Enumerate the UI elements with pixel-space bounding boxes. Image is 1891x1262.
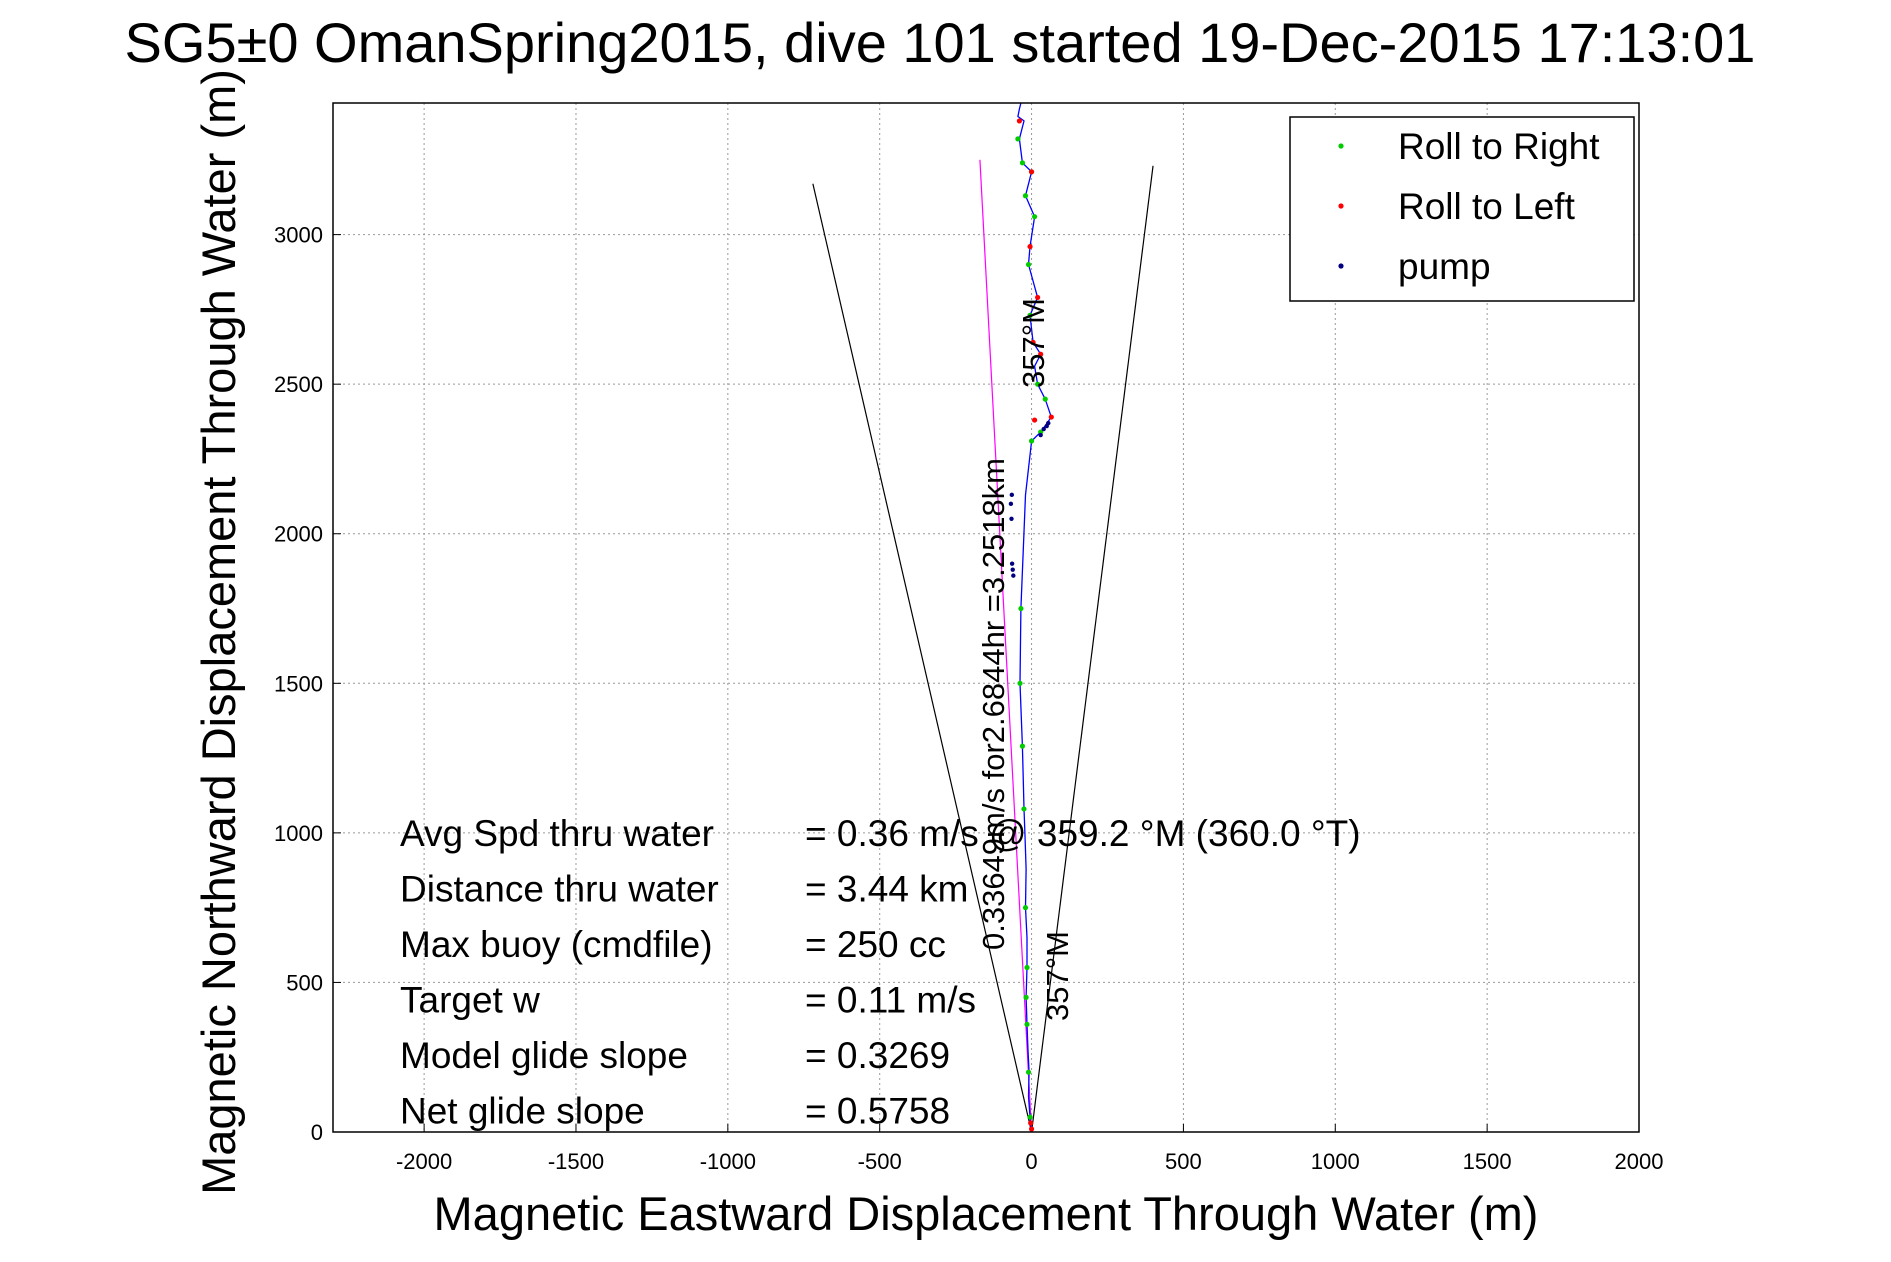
plot-frame (332, 102, 1640, 1133)
roll-right-point (1019, 743, 1026, 749)
x-tick-labels: -2000 -1500 -1000 -500 0 500 1000 1500 2000 (396, 1149, 1664, 1174)
roll-left-point (1031, 417, 1038, 423)
stat-value: = 0.11 m/s (805, 980, 976, 1021)
stat-label: Max buoy (cmdfile) (400, 924, 713, 965)
pump-point (1009, 561, 1015, 566)
y-tick-label: 1000 (274, 821, 323, 846)
bearing-line (979, 159, 1033, 1133)
legend-marker (1338, 203, 1344, 209)
x-tick-label: 2000 (1615, 1149, 1664, 1174)
roll-left-point (1038, 351, 1044, 357)
roll-left-point (1035, 294, 1041, 301)
roll-right-point (1042, 396, 1048, 402)
current-label: 0.33649m/s for2.6844hr =3.2518km (976, 458, 1011, 950)
heading-label-bottom: 357°M (1040, 931, 1075, 1021)
roll-right-point (1019, 160, 1026, 166)
y-tick-label: 1500 (274, 671, 323, 696)
roll-right-point (1031, 214, 1038, 220)
x-tick-label: -2000 (396, 1149, 452, 1174)
legend-box (1289, 116, 1635, 302)
legend-items: Roll to Right Roll to Left pump (1338, 126, 1600, 287)
y-tick-label: 2500 (274, 372, 323, 397)
pump-point (1008, 501, 1014, 507)
roll-right-point (1024, 964, 1030, 971)
roll-right-point (1027, 1114, 1033, 1120)
y-tick-label: 3000 (274, 223, 323, 248)
heading-label-top: 357°M (1016, 298, 1051, 388)
roll-left-point (1028, 1126, 1035, 1132)
roll-right-point (1024, 1021, 1030, 1027)
bearing-line (1030, 165, 1154, 1133)
stat-label: Model glide slope (400, 1035, 688, 1076)
stat-label: Target w (400, 980, 540, 1021)
y-tick-label: 0 (311, 1120, 323, 1145)
stat-value: = 3.44 km (805, 869, 969, 910)
legend-marker (1338, 263, 1344, 269)
pump-point (1011, 573, 1016, 578)
stat-value: = 0.3269 (805, 1035, 950, 1076)
roll-right-point (1022, 193, 1029, 199)
bearing-line (812, 183, 1033, 1133)
y-tick-label: 2000 (274, 522, 323, 547)
pump-point (1009, 492, 1015, 498)
roll-right-point (1027, 312, 1033, 318)
roll-left-point (1030, 339, 1036, 345)
roll-left-point (1027, 243, 1033, 250)
roll-left-point (1028, 1120, 1034, 1126)
x-tick-label: -1000 (700, 1149, 756, 1174)
roll-right-point (1022, 905, 1029, 911)
roll-left-point (1048, 414, 1054, 420)
x-tick-label: 0 (1025, 1149, 1037, 1174)
stat-value: = 250 cc (805, 924, 946, 965)
stat-value: = 0.36 m/s @ 359.2 °M (360.0 °T) (805, 813, 1361, 854)
dive-stats: Avg Spd thru water = 0.36 m/s @ 359.2 °M … (400, 813, 1361, 1132)
y-tick-labels: 0 500 1000 1500 2000 2500 3000 (274, 223, 323, 1145)
bearing-lines (812, 159, 1154, 1133)
stat-label: Avg Spd thru water (400, 813, 714, 854)
roll-right-point (1028, 438, 1035, 444)
roll-markers (1008, 118, 1054, 1132)
roll-right-point (1025, 261, 1032, 268)
y-axis-label: Magnetic Northward Displacement Through … (192, 69, 245, 1195)
roll-right-point (1035, 381, 1041, 387)
x-tick-label: 500 (1165, 1149, 1202, 1174)
x-tick-label: -1500 (548, 1149, 604, 1174)
pump-point (1038, 432, 1043, 438)
roll-right-point (1023, 994, 1029, 1000)
roll-right-point (1021, 806, 1027, 812)
legend: Roll to Right Roll to Left pump (1289, 116, 1635, 302)
roll-right-point (1018, 605, 1024, 612)
pump-point (1009, 516, 1014, 521)
legend-label: Roll to Right (1398, 126, 1600, 167)
x-axis-label: Magnetic Eastward Displacement Through W… (434, 1187, 1539, 1240)
legend-label: Roll to Left (1398, 186, 1576, 227)
x-tick-label: -500 (858, 1149, 902, 1174)
stat-value: = 0.5758 (805, 1091, 950, 1132)
legend-label: pump (1398, 246, 1491, 287)
x-tick-label: 1500 (1463, 1149, 1512, 1174)
pump-point (1041, 426, 1046, 432)
roll-right-point (1025, 1069, 1032, 1075)
y-tick-label: 500 (286, 970, 323, 995)
chart-title: SG5±0 OmanSpring2015, dive 101 started 1… (125, 11, 1756, 74)
roll-right-point (1015, 136, 1021, 142)
roll-right-point (1017, 680, 1023, 686)
roll-left-point (1028, 169, 1035, 175)
x-tick-label: 1000 (1311, 1149, 1360, 1174)
pump-point (1046, 420, 1051, 426)
stat-label: Net glide slope (400, 1091, 645, 1132)
pump-point (1010, 567, 1015, 572)
stat-label: Distance thru water (400, 869, 719, 910)
legend-marker (1338, 143, 1344, 149)
roll-left-point (1016, 118, 1023, 124)
